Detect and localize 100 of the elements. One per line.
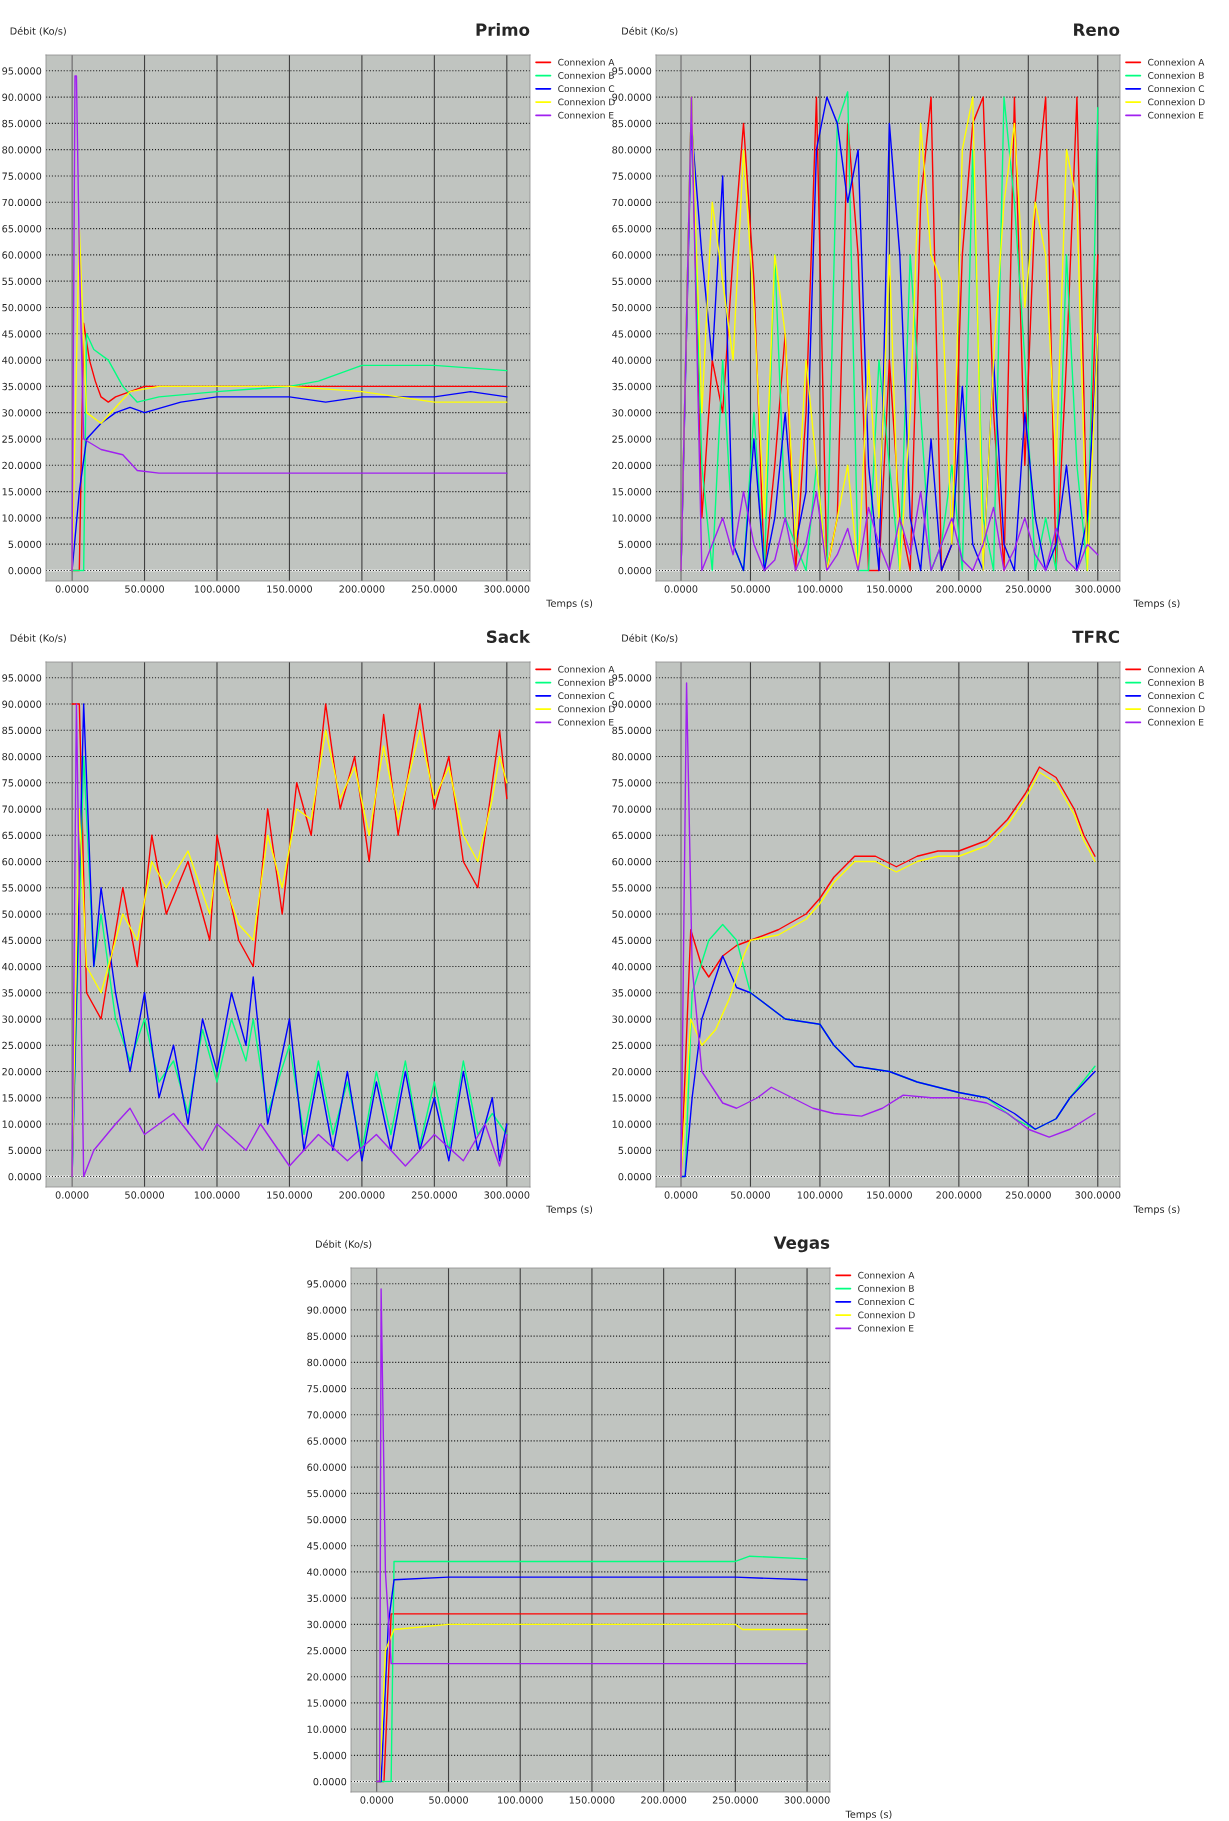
legend-label: Connexion E [858,1324,914,1332]
chart-title: Reno [1074,23,1120,36]
x-tick-label: 50.0000 [429,1796,468,1804]
y-tick-label: 65.0000 [2,831,42,840]
chart-title: Sack [486,630,531,644]
x-tick-label: 200.0000 [339,585,385,593]
x-tick-label: 150.0000 [867,585,912,593]
y-axis-title: Débit (Ko/s) [10,633,66,643]
legend-label: Connexion C [858,1298,915,1306]
y-tick-label: 90.0000 [307,1306,347,1314]
y-tick-label: 75.0000 [612,779,652,787]
y-tick-label: 60.0000 [2,857,42,866]
y-tick-label: 40.0000 [2,356,42,364]
x-tick-label: 250.0000 [1005,585,1051,593]
x-tick-label: 100.0000 [194,1191,240,1199]
x-tick-label: 250.0000 [1005,1191,1051,1199]
line-series [376,1288,808,1783]
line-series [71,75,508,572]
chart-title: Vegas [773,1236,830,1253]
y-tick-label: 50.0000 [2,303,42,312]
y-tick-label: 25.0000 [612,1041,652,1050]
legend-label: Connexion B [858,1284,914,1292]
y-tick-label: 90.0000 [2,93,42,101]
y-tick-label: 50.0000 [2,910,42,918]
y-tick-label: 55.0000 [612,884,652,892]
y-tick-label: 65.0000 [612,831,652,840]
x-axis-title: Temps (s) [1133,1205,1180,1215]
legend-label: Connexion C [1148,692,1205,700]
y-axis-title: Débit (Ko/s) [622,26,678,36]
y-tick-label: 0.0000 [8,566,42,575]
y-tick-label: 70.0000 [307,1411,347,1419]
y-tick-label: 55.0000 [612,277,652,286]
y-tick-label: 15.0000 [612,488,652,496]
x-tick-label: 0.0000 [55,585,89,593]
x-tick-label: 150.0000 [867,1191,912,1199]
y-tick-label: 0.0000 [313,1778,347,1786]
y-tick-label: 10.0000 [612,514,652,522]
legend-label: Connexion A [558,665,615,673]
x-tick-label: 150.0000 [569,1796,615,1804]
y-tick-label: 95.0000 [612,67,652,75]
legend-label: Connexion E [1148,111,1204,119]
y-tick-label: 40.0000 [612,962,652,971]
x-tick-label: 200.0000 [641,1796,687,1804]
x-axis-title: Temps (s) [845,1810,892,1820]
x-tick-label: 200.0000 [339,1191,385,1199]
x-tick-label: 0.0000 [360,1796,394,1804]
y-tick-label: 40.0000 [2,962,42,971]
y-tick-label: 20.0000 [612,1067,652,1076]
legend-label: Connexion E [1148,718,1204,726]
x-tick-label: 50.0000 [125,1191,164,1199]
x-tick-label: 300.0000 [484,585,530,593]
y-tick-label: 45.0000 [307,1542,347,1550]
y-tick-label: 80.0000 [2,752,42,761]
y-tick-label: 10.0000 [307,1725,347,1733]
y-tick-label: 35.0000 [2,382,42,391]
y-tick-label: 75.0000 [612,172,652,180]
line-series [71,703,508,1020]
y-tick-label: 90.0000 [2,700,42,708]
x-axis-title: Temps (s) [546,599,593,609]
legend-label: Connexion B [558,678,614,686]
x-tick-label: 150.0000 [267,585,312,593]
x-tick-label: 100.0000 [498,1796,543,1804]
x-tick-label: 0.0000 [664,585,698,593]
y-tick-label: 95.0000 [307,1280,347,1288]
x-tick-label: 300.0000 [784,1796,830,1804]
y-tick-label: 70.0000 [2,805,42,813]
y-tick-label: 20.0000 [2,461,42,470]
y-tick-label: 10.0000 [2,1120,42,1128]
y-tick-label: 80.0000 [307,1358,347,1367]
y-tick-label: 35.0000 [612,989,652,997]
legend-label: Connexion B [558,71,614,79]
legend-label: Connexion B [1148,71,1204,79]
line-series [680,682,1096,1178]
y-tick-label: 60.0000 [612,251,652,259]
x-tick-label: 100.0000 [797,1191,843,1199]
y-tick-label: 50.0000 [612,910,652,918]
x-axis-title: Temps (s) [1133,599,1180,609]
y-tick-label: 75.0000 [2,779,42,787]
legend-label: Connexion A [858,1271,915,1279]
y-tick-label: 30.0000 [307,1620,347,1629]
legend-label: Connexion D [1148,98,1205,106]
y-tick-label: 45.0000 [2,936,42,945]
legend-label: Connexion C [558,85,615,93]
y-tick-label: 5.0000 [618,1146,652,1155]
x-tick-label: 50.0000 [125,585,164,593]
y-tick-label: 10.0000 [2,514,42,522]
y-tick-label: 5.0000 [8,1146,42,1155]
x-tick-label: 300.0000 [484,1191,530,1199]
y-tick-label: 30.0000 [2,1015,42,1023]
y-tick-label: 10.0000 [612,1120,652,1128]
x-tick-label: 250.0000 [411,585,457,593]
y-tick-label: 45.0000 [612,330,652,338]
y-tick-label: 15.0000 [2,1094,42,1102]
y-tick-label: 15.0000 [612,1094,652,1102]
x-tick-label: 300.0000 [1075,1191,1121,1199]
y-axis-title: Débit (Ko/s) [10,26,66,36]
x-tick-label: 250.0000 [712,1796,758,1804]
y-tick-label: 15.0000 [2,488,42,496]
y-tick-label: 25.0000 [2,1041,42,1050]
y-tick-label: 75.0000 [2,172,42,180]
